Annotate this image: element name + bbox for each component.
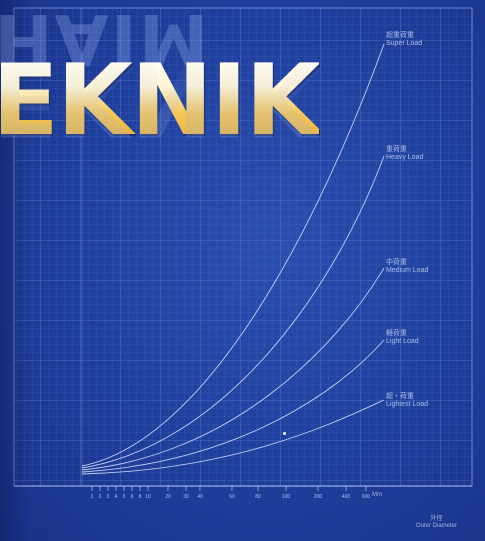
x-tick-label: 2 bbox=[99, 494, 102, 500]
curve-label-en: Heavy Load bbox=[386, 154, 424, 161]
x-tick-label: 40 bbox=[197, 494, 203, 500]
x-tick-label: 600 bbox=[362, 494, 371, 500]
curve-label-heavy: 重荷重 Heavy Load bbox=[386, 146, 423, 162]
x-tick-label: 5 bbox=[123, 494, 126, 500]
curve-label-en: Super Load bbox=[386, 40, 423, 47]
brand-logo: MIAH EKNIK EKNIK bbox=[0, 0, 352, 162]
x-tick-label: 4 bbox=[115, 494, 118, 500]
curve-label-medium: 中荷重 Medium Load bbox=[386, 259, 428, 275]
curve-label-super: 超重荷重 Super Load bbox=[386, 32, 422, 48]
curve-label-cn: 超重荷重 bbox=[386, 32, 414, 39]
x-axis-end-label: Mm bbox=[372, 492, 382, 498]
x-tick-label: 200 bbox=[314, 494, 323, 500]
curve-label-lightest: 超・荷重 Lightest Load bbox=[386, 393, 428, 409]
curve-heavy-load bbox=[81, 155, 385, 469]
logo-main-text: EKNIK bbox=[0, 52, 321, 150]
curve-label-cn: 超・荷重 bbox=[386, 393, 414, 400]
curve-lightest-load bbox=[81, 399, 385, 475]
x-tick-label: 8 bbox=[139, 494, 142, 500]
x-axis-caption: 外徑 Outer Diameter bbox=[416, 516, 457, 530]
curve-super-load bbox=[81, 43, 385, 467]
x-tick-label: 60 bbox=[229, 494, 235, 500]
x-axis-caption-cn: 外徑 bbox=[430, 516, 443, 522]
logo-reflection: EKNIK bbox=[0, 42, 320, 156]
x-tick-label: 400 bbox=[342, 494, 351, 500]
x-tick-label: 10 bbox=[145, 494, 151, 500]
x-tick-label: 30 bbox=[183, 494, 189, 500]
curve-label-cn: 重荷重 bbox=[386, 146, 407, 153]
marker-dot bbox=[283, 432, 286, 435]
x-tick-label: 80 bbox=[255, 494, 261, 500]
curve-label-en: Medium Load bbox=[386, 267, 429, 274]
x-tick-label: 100 bbox=[282, 494, 291, 500]
x-axis-caption-en: Outer Diameter bbox=[416, 523, 458, 529]
x-tick-label: 1 bbox=[91, 494, 94, 500]
curve-label-en: Light Load bbox=[386, 338, 419, 345]
x-tick-label: 6 bbox=[131, 494, 134, 500]
curve-medium-load bbox=[81, 267, 385, 471]
curve-label-light: 軽荷重 Light Load bbox=[386, 330, 419, 346]
curve-label-cn: 軽荷重 bbox=[386, 330, 407, 337]
curve-label-cn: 中荷重 bbox=[386, 259, 407, 266]
x-tick-label: 20 bbox=[165, 494, 171, 500]
curve-label-en: Lightest Load bbox=[386, 401, 429, 408]
curve-light-load bbox=[81, 339, 385, 473]
left-shadow-band bbox=[0, 0, 30, 541]
x-tick-label: 3 bbox=[107, 494, 110, 500]
